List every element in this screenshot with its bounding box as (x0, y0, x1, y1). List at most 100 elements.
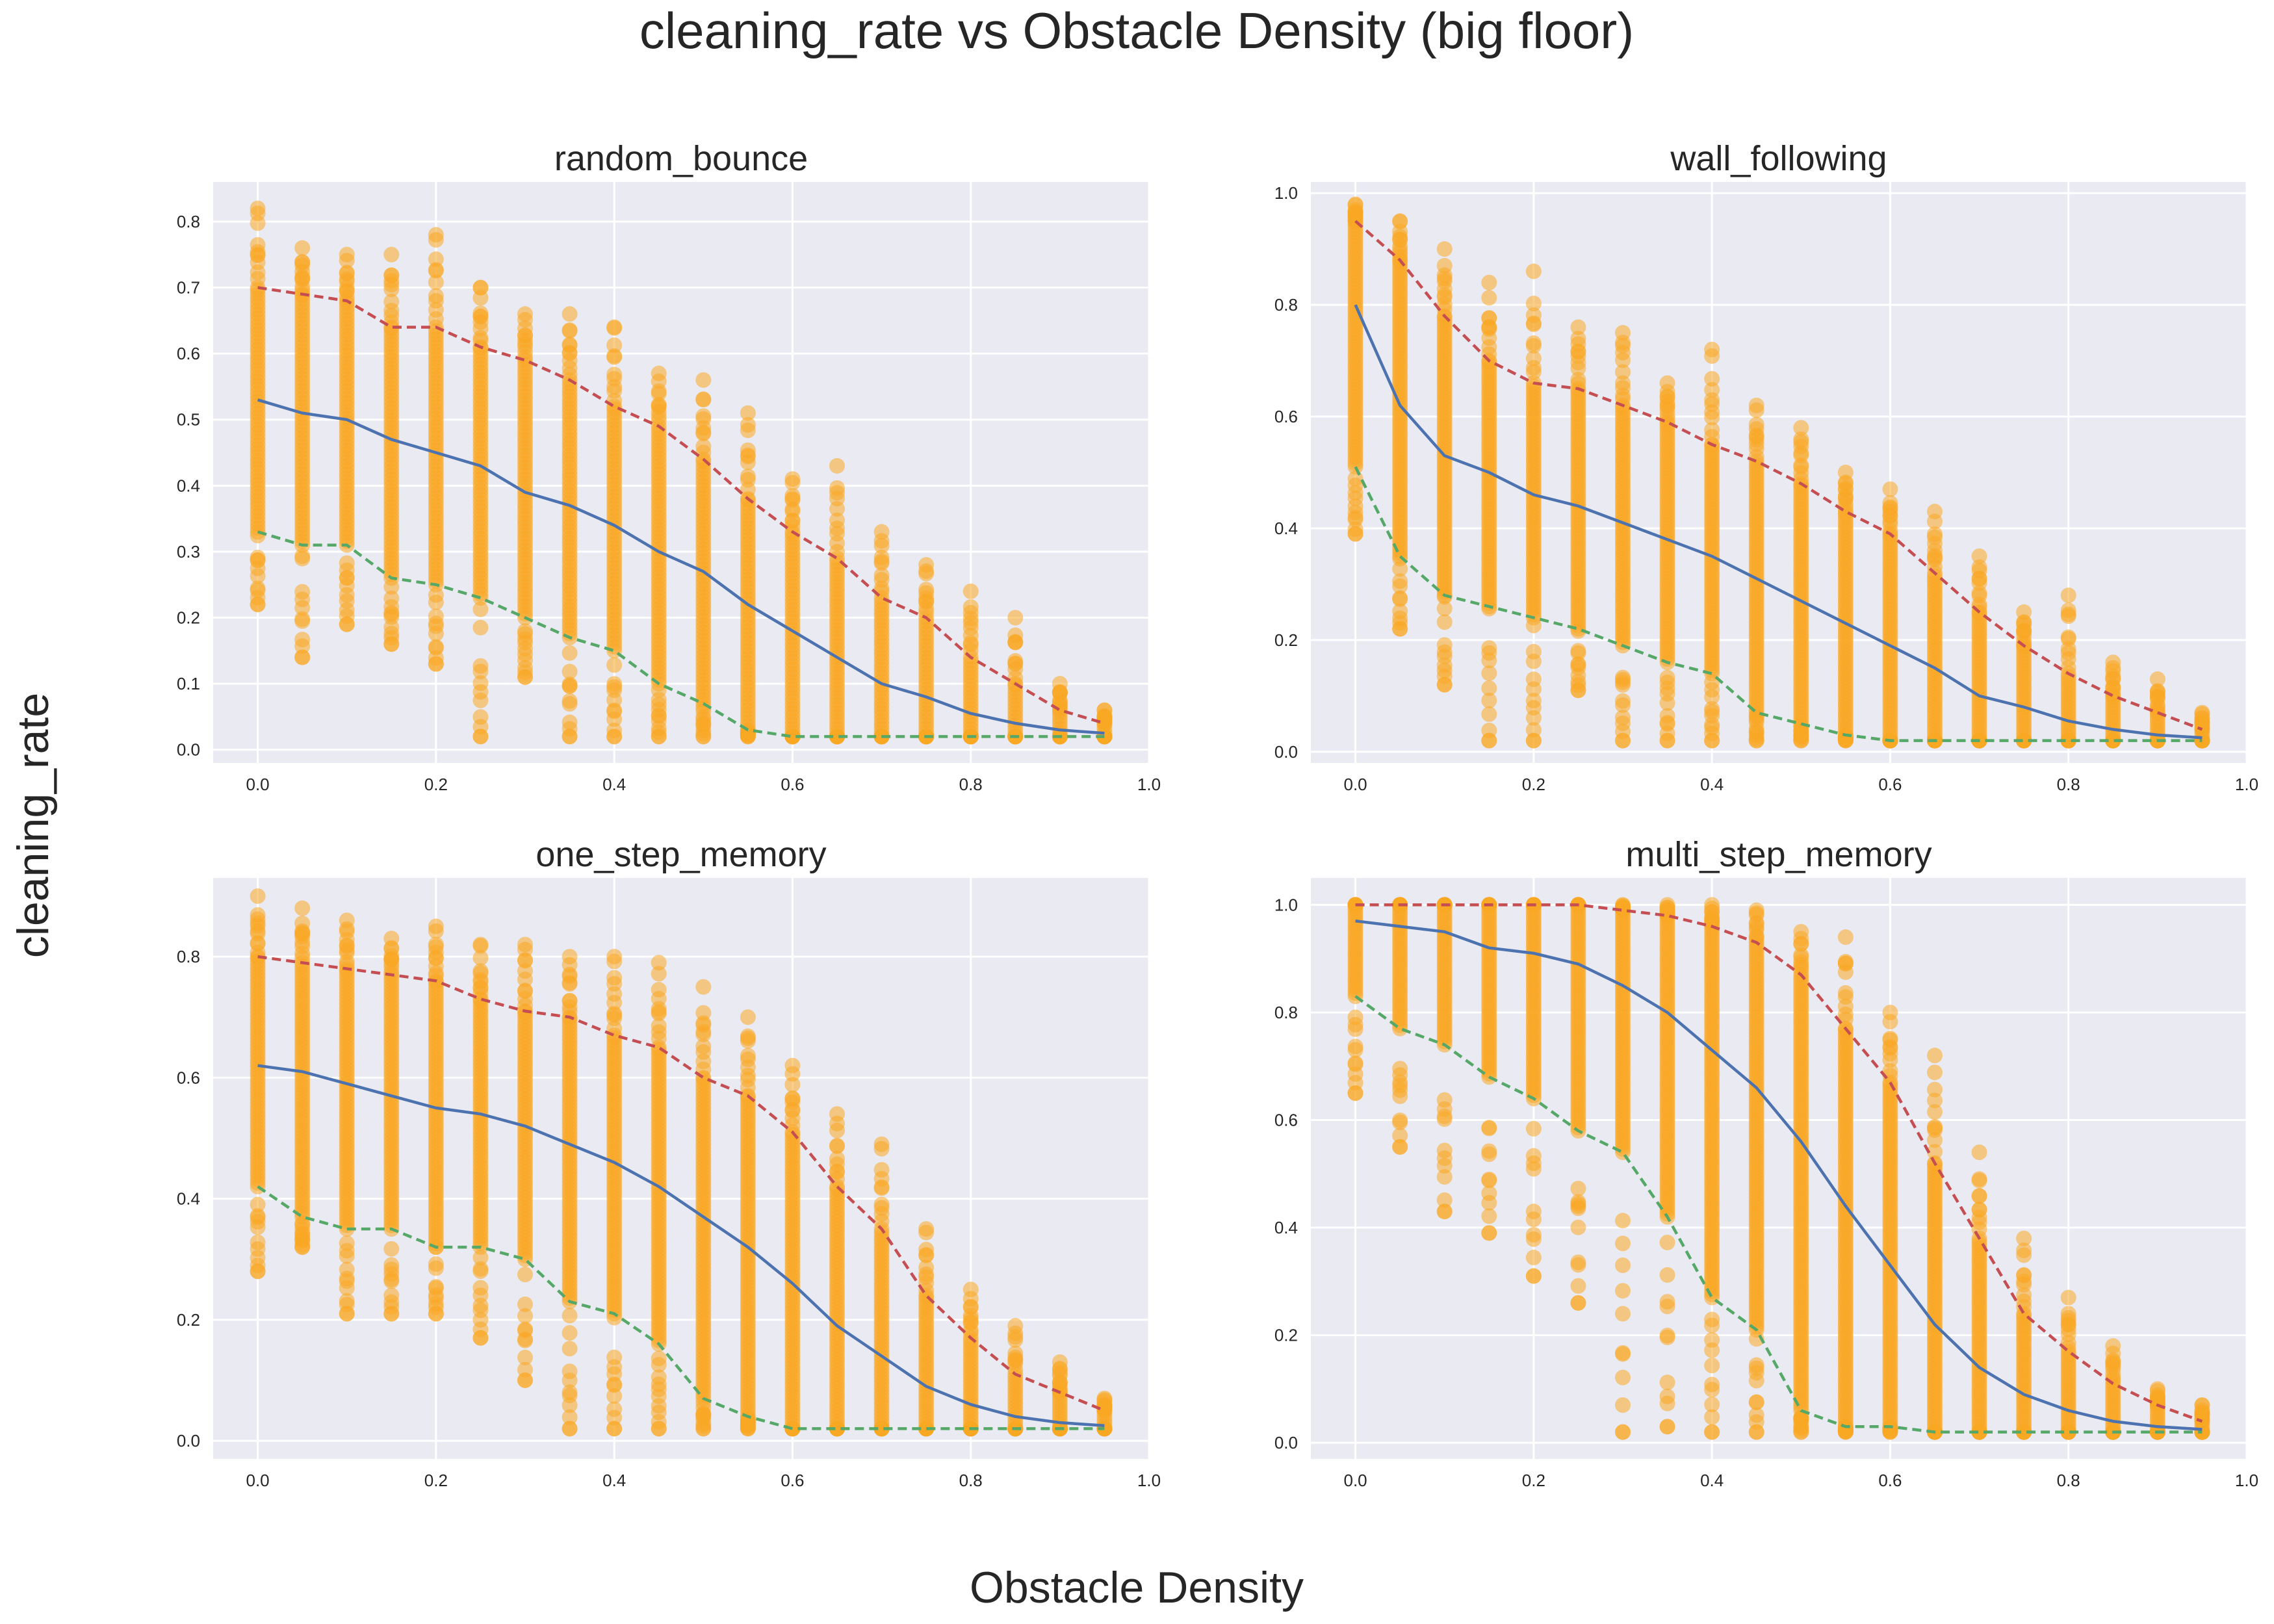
scatter-point (383, 931, 400, 947)
scatter-point (339, 616, 355, 632)
scatter-point (1615, 710, 1631, 726)
scatter-point (339, 264, 355, 281)
scatter-point (339, 1293, 355, 1309)
scatter-point (562, 1421, 578, 1437)
scatter-point (1481, 692, 1497, 708)
y-tick-label: 0.2 (177, 1310, 200, 1330)
scatter-point (1704, 370, 1720, 387)
scatter-point (873, 537, 890, 554)
scatter-point (1525, 617, 1542, 634)
scatter-point (339, 938, 355, 954)
scatter-point (784, 1057, 801, 1074)
scatter-point (695, 408, 712, 424)
scatter-point (1704, 381, 1720, 398)
scatter-point (339, 912, 355, 929)
scatter-point (1481, 732, 1497, 749)
scatter-point (1481, 640, 1497, 656)
scatter-point (740, 405, 756, 421)
scatter-point (250, 580, 266, 597)
scatter-point (1481, 1225, 1497, 1241)
scatter-point (740, 417, 756, 433)
scatter-point (1570, 682, 1586, 699)
scatter-point (606, 728, 623, 745)
scatter-point (695, 392, 712, 408)
y-tick-label: 0.8 (177, 212, 200, 231)
scatter-point (339, 555, 355, 571)
scatter-point (1481, 310, 1497, 326)
scatter-point (784, 1090, 801, 1106)
scatter-point (1525, 263, 1542, 279)
scatter-point (606, 319, 623, 335)
scatter-point (606, 970, 623, 986)
scatter-point (1615, 671, 1631, 688)
y-tick-label: 1.0 (1274, 895, 1298, 914)
scatter-point (873, 1136, 890, 1152)
scatter-point (1793, 420, 1809, 436)
scatter-point (1525, 335, 1542, 351)
scatter-point (829, 458, 845, 474)
scatter-point (428, 251, 444, 267)
lower-percentile-line (1354, 466, 2203, 742)
scatter-point (2016, 604, 2032, 620)
scatter-point (1481, 290, 1497, 306)
scatter-point (1392, 550, 1408, 567)
subplot-wall-following: 0.00.20.40.60.81.00.0 0.2 0.4 0.6 0.8 1.0wall… (1274, 139, 2258, 794)
scatter-point (1525, 307, 1542, 324)
scatter-point (1971, 548, 1987, 564)
scatter-point (963, 583, 979, 599)
scatter-points (250, 200, 1113, 745)
scatter-point (428, 1260, 444, 1276)
scatter-point (695, 1038, 712, 1055)
scatter-point (294, 611, 311, 627)
scatter-point (1570, 656, 1586, 673)
scatter-point (562, 693, 578, 709)
scatter-point (829, 1122, 845, 1139)
scatter-point (695, 728, 712, 745)
scatter-point (606, 1377, 623, 1393)
subplot-random-bounce: 0.00.10.20.30.40.50.60.70.80.0 0.2 0.4 0.6 0… (177, 139, 1161, 794)
x-tick-label: 0.0 (1343, 1471, 1367, 1490)
lower-percentile-line (257, 530, 1105, 738)
scatter-point (1525, 671, 1542, 688)
x-tick-label: 0.0 (1343, 775, 1367, 794)
scatter-point (1392, 213, 1408, 229)
scatter-point (428, 262, 444, 278)
scatter-point (1392, 1139, 1408, 1155)
scatter-point (1007, 1318, 1024, 1334)
scatter-point (1481, 600, 1497, 617)
x-tick-label: 0.8 (2057, 1471, 2080, 1490)
scatter-point (517, 1308, 533, 1324)
scatter-point (339, 246, 355, 263)
scatter-point (250, 888, 266, 904)
scatter-point (428, 918, 444, 934)
scatter-point (1971, 559, 1987, 575)
scatter-point (1007, 652, 1024, 669)
scatter-point (740, 468, 756, 484)
x-tick-label: 0.6 (781, 775, 804, 794)
scatter-point (606, 657, 623, 673)
scatter-point (250, 1234, 266, 1250)
scatter-point (873, 524, 890, 540)
y-tick-label: 0.4 (177, 1189, 200, 1209)
scatter-point (2149, 683, 2165, 699)
scatter-point (383, 590, 400, 606)
scatter-point (1436, 1157, 1453, 1174)
scatter-point (1659, 669, 1675, 686)
scatter-point (784, 728, 801, 745)
scatter-point (1392, 1112, 1408, 1128)
scatter-point (918, 1221, 935, 1237)
y-tick-label: 0.1 (177, 674, 200, 693)
scatter-point (472, 728, 489, 745)
scatter-point (1392, 1061, 1408, 1077)
scatter-point (517, 1267, 533, 1283)
scatter-point (918, 1241, 935, 1257)
scatter-point (1704, 701, 1720, 717)
scatter-point (250, 1263, 266, 1280)
scatter-point (2060, 587, 2076, 604)
scatter-point (562, 992, 578, 1009)
scatter-point (250, 1214, 266, 1230)
scatter-point (695, 1400, 712, 1416)
scatter-point (1525, 699, 1542, 715)
scatter-point (1659, 680, 1675, 697)
